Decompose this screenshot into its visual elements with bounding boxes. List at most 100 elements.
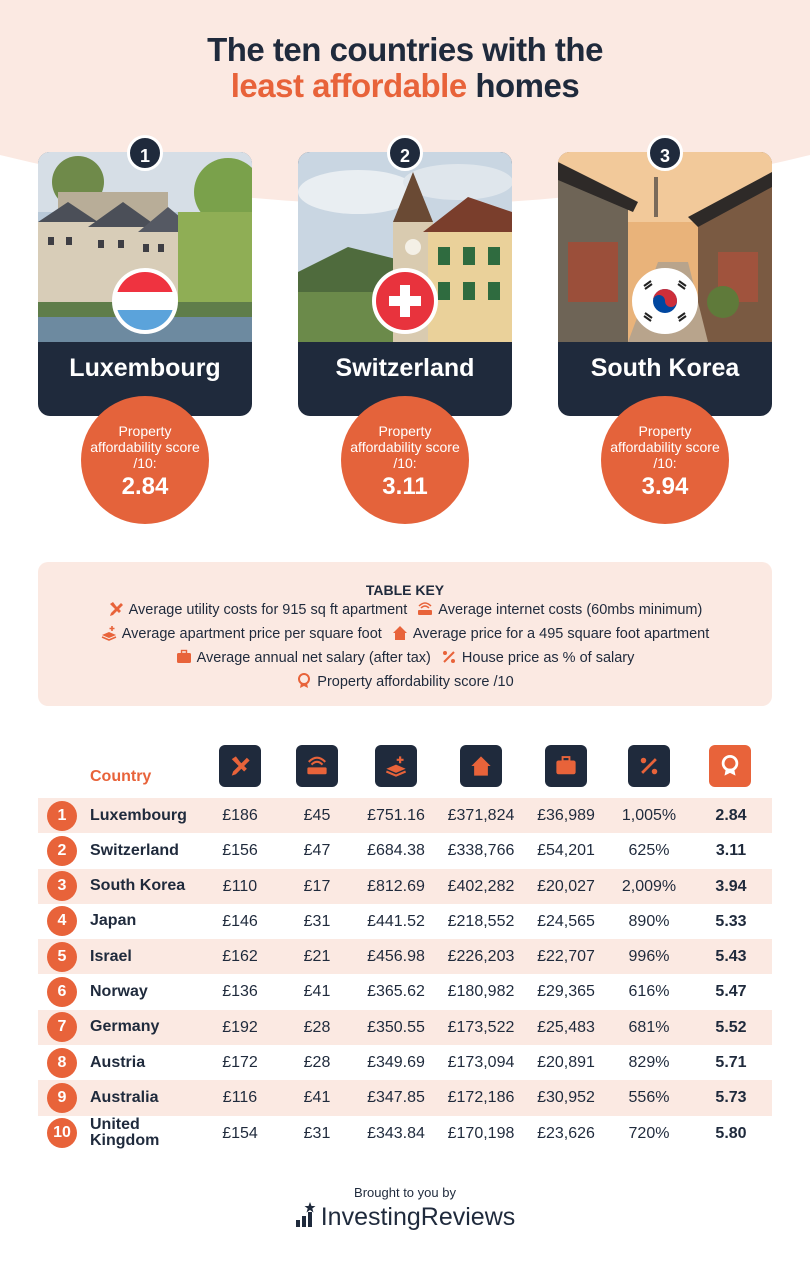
country-cell: Luxembourg: [90, 806, 187, 824]
country-cell: Israel: [90, 947, 132, 965]
internet-cell: £31: [303, 912, 331, 930]
internet-cell: £28: [303, 1018, 331, 1036]
country-card-south-korea: South Korea: [558, 152, 772, 416]
south-korea-flag-icon: [632, 268, 698, 334]
utility-cell: £192: [222, 1018, 258, 1036]
country-card-luxembourg: Luxembourg: [38, 152, 252, 416]
rank-badge: 2: [387, 135, 423, 171]
internet-cell: £17: [303, 877, 331, 895]
table-row: 10 United Kingdom £154 £31 £343.84 £170,…: [38, 1116, 772, 1151]
column-header-score: [709, 745, 751, 787]
rank-badge: 1: [127, 135, 163, 171]
rank-number: 3: [47, 871, 77, 902]
internet-cell: £21: [303, 948, 331, 966]
internet-cell: £41: [303, 1089, 331, 1107]
footer-credit: Brought to you by: [354, 1185, 456, 1200]
table-key-row: Average apartment price per square foot …: [38, 622, 772, 646]
salary-cell: £22,707: [537, 948, 595, 966]
table-key-row: Average utility costs for 915 sq ft apar…: [38, 598, 772, 622]
rank-number: 4: [47, 906, 77, 937]
sqft-price-cell: £812.69: [367, 877, 425, 895]
percent-cell: 890%: [628, 912, 670, 930]
score-cell: 3.11: [715, 842, 747, 860]
rank-number: 2: [47, 835, 77, 866]
apartment-price-cell: £172,186: [447, 1089, 515, 1107]
country-name: South Korea: [590, 354, 740, 382]
apartment-price-cell: £173,522: [447, 1018, 515, 1036]
percent-cell: 2,009%: [621, 877, 677, 895]
house-icon: [392, 626, 407, 640]
utility-cell: £172: [222, 1054, 258, 1072]
sqft-price-cell: £347.85: [367, 1089, 425, 1107]
sqft-price-cell: £456.98: [367, 948, 425, 966]
score-cell: 5.33: [715, 912, 747, 930]
internet-cell: £28: [303, 1054, 331, 1072]
percent-cell: 681%: [628, 1018, 670, 1036]
score-circle: Property affordability score /10: 3.11: [341, 396, 469, 524]
score-cell: 3.94: [715, 877, 747, 895]
score-cell: 5.52: [715, 1018, 747, 1036]
score-cell: 5.73: [715, 1089, 747, 1107]
table-key-title: TABLE KEY: [365, 582, 445, 598]
key-item: House price as % of salary: [441, 646, 634, 670]
luxembourg-flag-icon: [112, 268, 178, 334]
apartment-price-cell: £180,982: [447, 983, 515, 1001]
salary-cell: £36,989: [537, 807, 595, 824]
score-cell: 5.80: [715, 1124, 747, 1142]
percent-icon: [442, 651, 455, 663]
page-title: The ten countries with the least afforda…: [0, 32, 810, 104]
title-line-2: least affordable homes: [0, 68, 810, 104]
utility-cell: £110: [222, 877, 258, 895]
table-row: 1 Luxembourg £186 £45 £751.16 £371,824 £…: [38, 798, 772, 834]
sqft-price-cell: £365.62: [367, 983, 425, 1001]
key-item-label: Average price for a 495 square foot apar…: [412, 626, 710, 642]
apartment-price-cell: £170,198: [447, 1124, 515, 1142]
key-item: Average annual net salary (after tax): [176, 646, 431, 670]
key-item: Average utility costs for 915 sq ft apar…: [108, 598, 407, 622]
luxembourg-photo: [38, 152, 252, 342]
country-cell: Switzerland: [90, 841, 179, 859]
title-rest: homes: [466, 67, 580, 104]
column-header-internet: [296, 745, 338, 787]
table-row: 4 Japan £146 £31 £441.52 £218,552 £24,56…: [38, 904, 772, 939]
apartment-price-cell: £402,282: [447, 877, 515, 895]
percent-cell: 616%: [628, 983, 670, 1001]
salary-cell: £24,565: [537, 912, 595, 930]
salary-cell: £30,952: [537, 1089, 595, 1107]
sqft-price-cell: £350.55: [367, 1018, 425, 1036]
internet-cell: £41: [303, 983, 331, 1001]
rank-number: 7: [47, 1012, 77, 1043]
router-icon: [418, 602, 433, 615]
price-per-sqft-icon: [385, 756, 407, 777]
salary-cell: £29,365: [537, 983, 595, 1001]
percent-cell: 829%: [628, 1054, 670, 1072]
rank-number: 6: [47, 976, 77, 1007]
score-cell: 2.84: [715, 807, 747, 824]
table-row: 6 Norway £136 £41 £365.62 £180,982 £29,3…: [38, 974, 772, 1009]
column-header-house-price-percent: [628, 745, 670, 787]
rank-number: 8: [47, 1047, 77, 1078]
key-item: Average price for a 495 square foot apar…: [392, 622, 709, 646]
key-item-label: Average apartment price per square foot: [121, 626, 382, 642]
rank-number: 1: [47, 800, 77, 831]
table-row: 2 Switzerland £156 £47 £684.38 £338,766 …: [38, 833, 772, 868]
bar-chart-star-icon: [295, 1202, 316, 1227]
percent-cell: 625%: [628, 842, 670, 860]
column-header-price-per-sqft: [375, 745, 417, 787]
column-header-salary: [545, 745, 587, 787]
utility-cell: £186: [222, 807, 258, 824]
salary-cell: £25,483: [537, 1018, 595, 1036]
internet-cell: £47: [303, 842, 331, 860]
house-icon: [471, 756, 491, 776]
apartment-price-cell: £218,552: [447, 912, 515, 930]
table-key-row: Property affordability score /10: [38, 670, 772, 694]
country-card-switzerland: Switzerland: [298, 152, 512, 416]
column-header-utility: [219, 745, 261, 787]
rank-number: 10: [47, 1118, 77, 1149]
country-cell: United Kingdom: [90, 1116, 160, 1150]
sqft-price-cell: £441.52: [367, 912, 425, 930]
award-icon: [721, 755, 739, 776]
sqft-price-cell: £751.16: [367, 807, 425, 824]
rank-badge: 3: [647, 135, 683, 171]
apartment-price-cell: £338,766: [447, 842, 515, 860]
